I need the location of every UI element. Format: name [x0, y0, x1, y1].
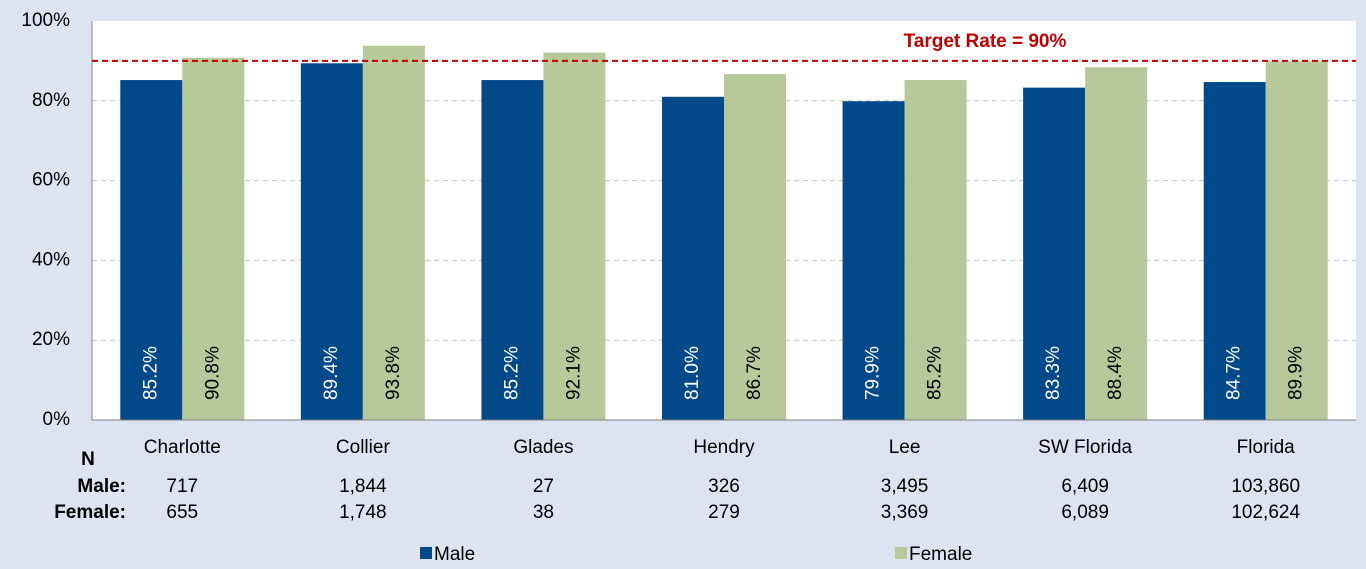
n-value: 1,844 — [339, 476, 387, 497]
n-title: N — [81, 449, 95, 470]
bar — [300, 63, 363, 420]
n-value: 102,624 — [1231, 502, 1300, 523]
data-label: 85.2% — [140, 346, 161, 400]
n-value: 103,860 — [1231, 476, 1300, 497]
bar — [543, 52, 606, 421]
bar — [1203, 82, 1266, 420]
bar — [481, 80, 544, 420]
legend-label: Male — [434, 544, 475, 565]
bar — [724, 74, 786, 420]
legend-label: Female — [909, 544, 972, 565]
n-value: 6,089 — [1061, 502, 1109, 523]
n-value: 717 — [166, 476, 198, 497]
x-tick-label: Charlotte — [144, 437, 221, 458]
n-value: 1,748 — [339, 502, 387, 523]
x-tick-label: Hendry — [693, 437, 755, 458]
data-label: 92.1% — [563, 346, 584, 400]
y-tick-label: 100% — [21, 10, 70, 31]
n-value: 6,409 — [1061, 476, 1109, 497]
data-label: 79.9% — [863, 346, 884, 400]
n-value: 655 — [166, 502, 198, 523]
x-tick-label: Glades — [513, 437, 573, 458]
n-value: 279 — [708, 502, 740, 523]
data-label: 84.7% — [1224, 346, 1245, 400]
x-tick-label: Florida — [1237, 437, 1296, 458]
bar — [362, 45, 425, 420]
y-tick-label: 20% — [32, 329, 70, 350]
n-row-label: Female: — [54, 502, 126, 523]
x-tick-label: Collier — [336, 437, 391, 458]
bar — [1085, 67, 1148, 420]
legend-swatch — [420, 547, 432, 559]
n-value: 326 — [708, 476, 740, 497]
bar — [120, 80, 183, 420]
y-tick-label: 0% — [43, 409, 71, 430]
bar — [662, 96, 724, 420]
data-label: 93.8% — [383, 346, 404, 400]
legend-swatch — [895, 547, 907, 559]
data-label: 90.8% — [202, 346, 223, 400]
data-label: 89.4% — [321, 346, 342, 400]
n-value: 38 — [533, 502, 554, 523]
y-tick-label: 40% — [32, 249, 70, 270]
bar — [1023, 87, 1086, 421]
target-label: Target Rate = 90% — [904, 31, 1067, 52]
data-label: 89.9% — [1286, 346, 1307, 400]
data-label: 81.0% — [682, 346, 703, 400]
bar — [904, 80, 967, 420]
n-value: 3,369 — [881, 502, 929, 523]
bar — [842, 101, 905, 420]
y-tick-label: 60% — [32, 170, 70, 191]
data-label: 88.4% — [1105, 346, 1126, 400]
bar — [182, 57, 245, 420]
bar — [1265, 61, 1328, 420]
x-tick-label: Lee — [889, 437, 921, 458]
y-tick-label: 80% — [32, 90, 70, 111]
data-label: 85.2% — [501, 346, 522, 400]
n-row-label: Male: — [77, 476, 126, 497]
n-value: 3,495 — [881, 476, 929, 497]
data-label: 86.7% — [744, 346, 765, 400]
data-label: 85.2% — [925, 346, 946, 400]
data-label: 83.3% — [1043, 346, 1064, 400]
x-tick-label: SW Florida — [1038, 437, 1132, 458]
n-value: 27 — [533, 476, 554, 497]
